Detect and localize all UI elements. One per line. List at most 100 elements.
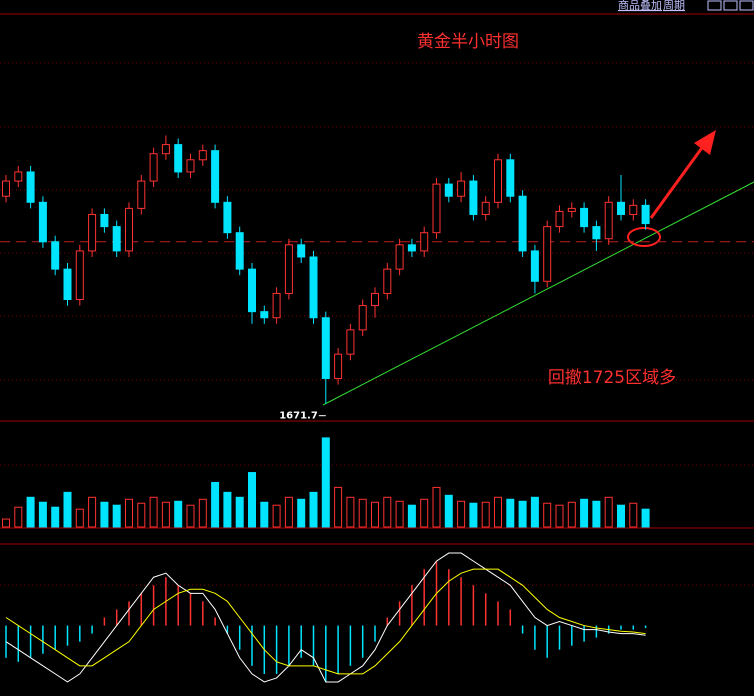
candle-body [592,226,601,240]
volume-bar [235,496,244,528]
volume-bar [211,481,220,528]
volume-bar [457,500,466,528]
candle-body [321,317,330,379]
volume-bar [580,498,589,528]
trend-line [322,181,754,406]
volume-bar [555,504,564,528]
candle-body [555,210,564,228]
volume-bar [629,502,638,528]
candle-body [567,207,576,212]
candle-body [309,256,318,319]
volume-bar [51,506,60,528]
candle-body [248,268,256,313]
candle-body [125,207,133,252]
volume-bar [272,504,281,528]
volume-bar [321,437,330,528]
candle-body [617,201,625,215]
candle-body [530,250,539,282]
volume-bar [432,486,441,528]
highlight-circle [627,227,661,247]
candle-body [235,232,244,270]
volume-bar [186,504,195,528]
candle-body [371,292,379,307]
candle-body [506,159,515,197]
volume-bar [592,500,601,528]
volume-bar [395,500,404,528]
volume-bar [149,496,158,528]
volume-bar [641,508,650,528]
volume-bar [346,496,355,528]
candle-body [543,226,552,282]
arrow [649,144,706,219]
volume-bar [75,508,84,528]
volume-bar [198,498,207,528]
volume-bar [137,502,146,528]
candle-body [38,201,47,243]
candle-body [518,195,527,252]
candle-body [112,226,121,252]
volume-bar [248,472,256,528]
volume-bar [112,504,121,528]
grid [0,62,754,586]
volume-bar [358,498,367,528]
volume-bar [444,494,453,528]
volume-bar [297,498,306,528]
candle-body [198,150,207,161]
volume-bar [334,486,343,528]
volume-bar [481,501,490,528]
annotation: 回撤1725区域多 [548,368,676,388]
volume-bar [420,498,429,528]
candle-body [14,171,23,182]
volume-bar [125,498,133,528]
volume-bar [260,501,269,528]
candle-body [432,183,441,234]
candle-body [100,213,109,228]
volume-bar [63,491,72,528]
volume-bar [604,496,613,528]
candle-body [149,153,158,182]
volume-bar [518,500,527,528]
arrow-head [694,130,716,155]
volume-bar [223,491,232,528]
volume-bar [100,501,109,528]
candle-body [457,180,466,197]
volume-bar [38,501,47,528]
volume-bar [14,506,23,528]
candle-body [137,180,146,209]
volume-bar [543,502,552,528]
candle-body [2,180,10,197]
candle-body [186,159,195,173]
candle-body [260,311,269,319]
candle-body [395,244,404,270]
candle-body [223,201,232,234]
macd-dif-line [5,552,646,683]
nav-icons[interactable] [707,0,754,11]
low-label: 1671.7 [279,411,318,422]
toolbar-item[interactable]: 周期 [663,0,685,12]
volume-bar [469,502,478,528]
candle-body [469,180,478,215]
candle-body [383,268,392,294]
volume-bar [383,496,392,528]
candle-body [346,329,355,355]
candle-body [211,150,220,203]
candle-body [26,171,35,203]
volume-bar [567,501,576,528]
candle-body [75,250,84,301]
candle-body [604,201,613,240]
candle-body [88,213,97,252]
toolbar-item[interactable]: 商品叠加 [618,0,662,12]
candle-body [161,144,170,155]
candle-body [444,183,453,197]
volume-bar [161,501,170,528]
candle-body [358,305,367,331]
candle-body [174,144,183,173]
candle-body [629,204,638,215]
volume-bar [309,491,318,528]
volume-bar [174,500,183,528]
volume-bar [617,504,625,528]
candle-body [297,244,306,258]
volume-bar [407,504,416,528]
volume-bar [284,496,293,528]
